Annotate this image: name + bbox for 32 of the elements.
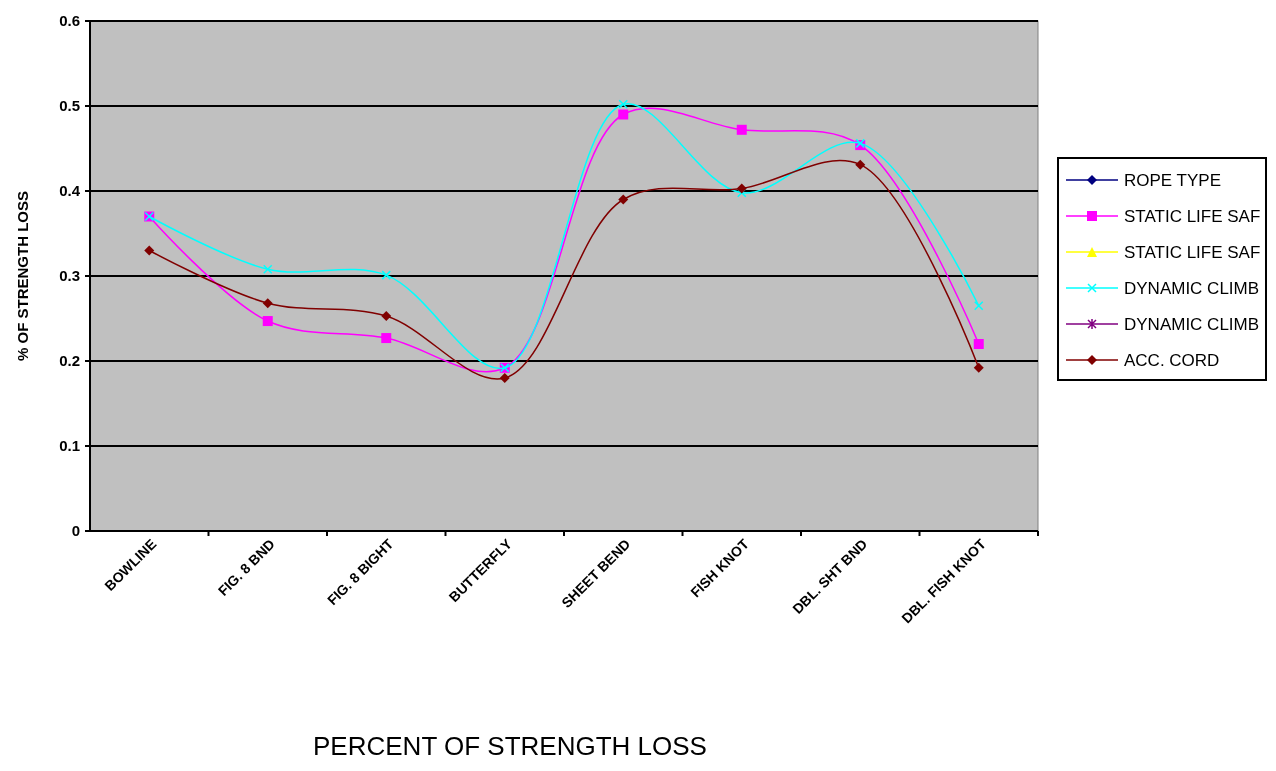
y-tick-label: 0.6	[59, 12, 80, 30]
point	[618, 194, 629, 205]
point	[618, 109, 629, 120]
point	[499, 373, 510, 383]
y-tick-label: 0.1	[59, 437, 80, 455]
point	[381, 270, 391, 280]
point	[736, 183, 747, 194]
point	[262, 298, 273, 309]
y-tick-label: 0.2	[59, 352, 80, 370]
legend-label: ROPE TYPE	[1124, 170, 1221, 190]
y-axis-title: % OF STRENGTH LOSS	[14, 190, 31, 362]
point	[973, 339, 984, 349]
point	[974, 301, 984, 311]
point	[618, 99, 628, 110]
point	[973, 362, 984, 373]
x-axis-title: PERCENT OF STRENGTH LOSS	[313, 731, 707, 761]
legend-label: STATIC LIFE SAF	[1124, 242, 1261, 262]
legend-label: DYNAMIC CLIMB	[1124, 278, 1260, 298]
point	[736, 124, 747, 135]
point	[262, 316, 273, 327]
y-tick-label: 0.3	[59, 267, 80, 285]
point	[855, 159, 866, 170]
point	[263, 264, 273, 274]
y-tick-label: 0	[71, 522, 80, 540]
legend-label: ACC. CORD	[1124, 350, 1220, 370]
legend-label: STATIC LIFE SAF	[1124, 206, 1261, 226]
y-tick-label: 0.4	[59, 182, 81, 200]
point	[144, 245, 155, 256]
point	[381, 310, 392, 321]
y-tick-label: 0.5	[59, 97, 80, 115]
legend-label: DYNAMIC CLIMB	[1124, 314, 1260, 334]
point	[381, 333, 392, 344]
